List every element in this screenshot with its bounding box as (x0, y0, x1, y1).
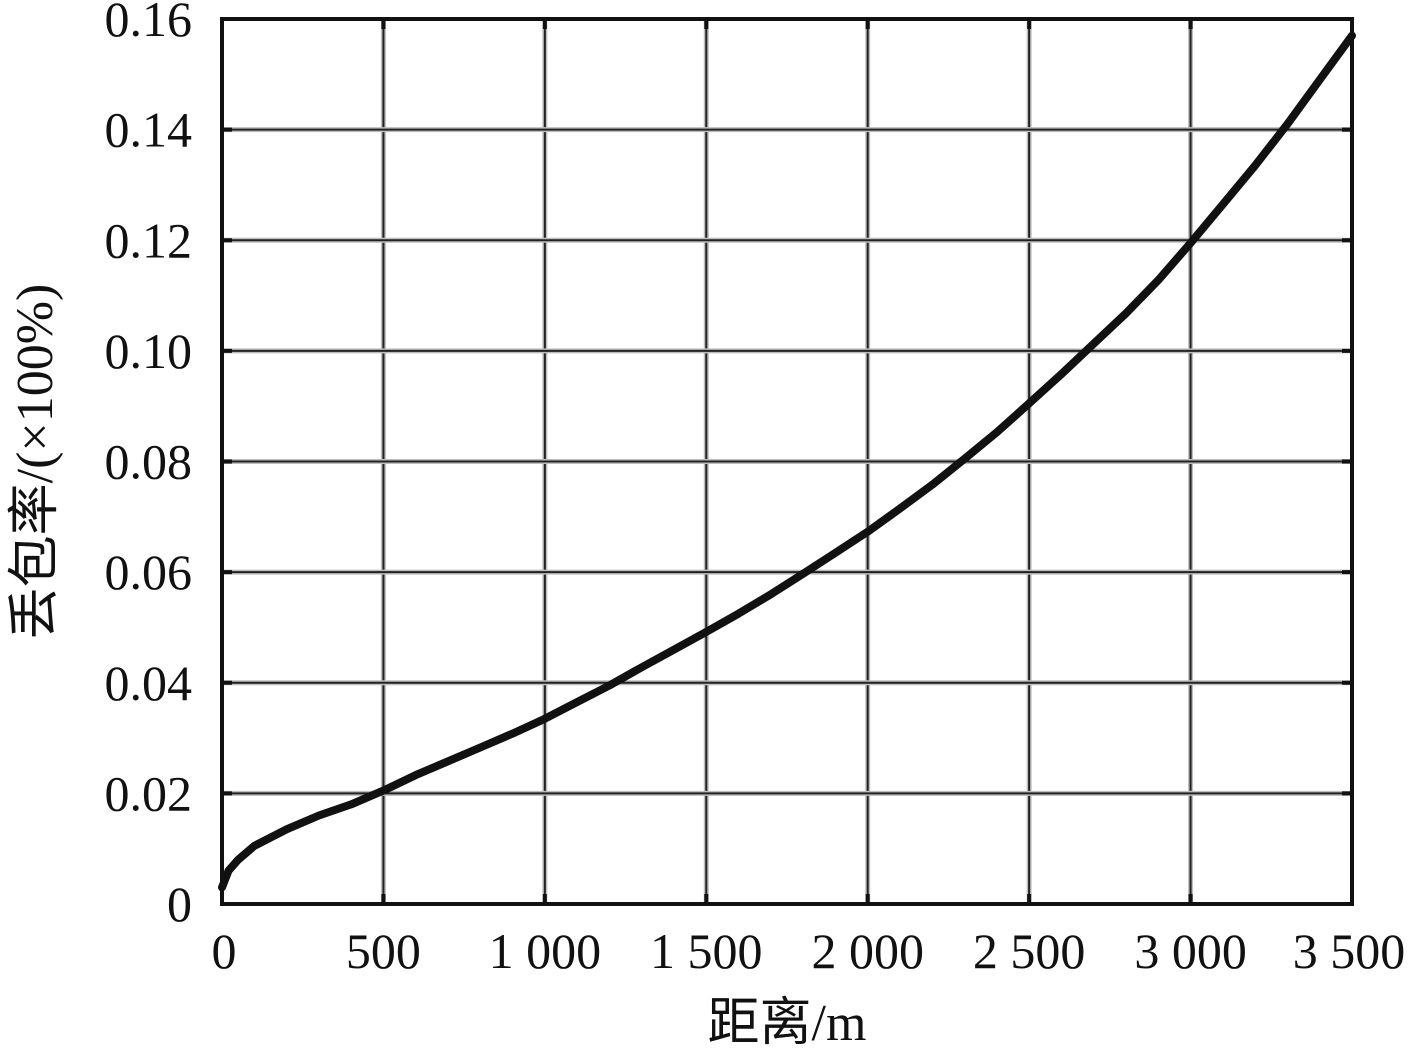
y-tick-label: 0.14 (105, 102, 193, 158)
y-axis-title: 丢包率/(×100%) (7, 284, 64, 640)
y-tick-labels: 0 0.02 0.04 0.06 0.08 0.10 0.12 0.14 0.16 (105, 0, 193, 932)
y-tick-label: 0.10 (105, 323, 193, 379)
x-tick-label: 3 500 (1293, 923, 1406, 979)
plot-lines (218, 31, 1356, 892)
x-axis-title: 距离/m (708, 995, 867, 1050)
grid (222, 19, 1352, 904)
y-tick-label: 0.16 (105, 0, 193, 47)
y-tick-label: 0.04 (105, 655, 193, 711)
series-line-0 (218, 31, 1356, 892)
x-tick-labels: 0 500 1 000 1 500 2 000 2 500 3 000 3 500 (212, 923, 1406, 979)
y-tick-label: 0.12 (105, 212, 193, 268)
y-tick-label: 0.02 (105, 765, 193, 821)
x-tick-label: 3 000 (1134, 923, 1247, 979)
x-tick-label: 1 000 (489, 923, 602, 979)
plot-frame (220, 17, 1354, 906)
x-tick-label: 0 (212, 923, 237, 979)
x-tick-label: 1 500 (650, 923, 763, 979)
y-tick-label: 0.06 (105, 544, 193, 600)
x-tick-label: 500 (346, 923, 421, 979)
x-tick-label: 2 000 (811, 923, 924, 979)
x-tick-label: 2 500 (973, 923, 1086, 979)
y-tick-label: 0.08 (105, 434, 193, 490)
y-tick-label: 0 (167, 876, 192, 932)
